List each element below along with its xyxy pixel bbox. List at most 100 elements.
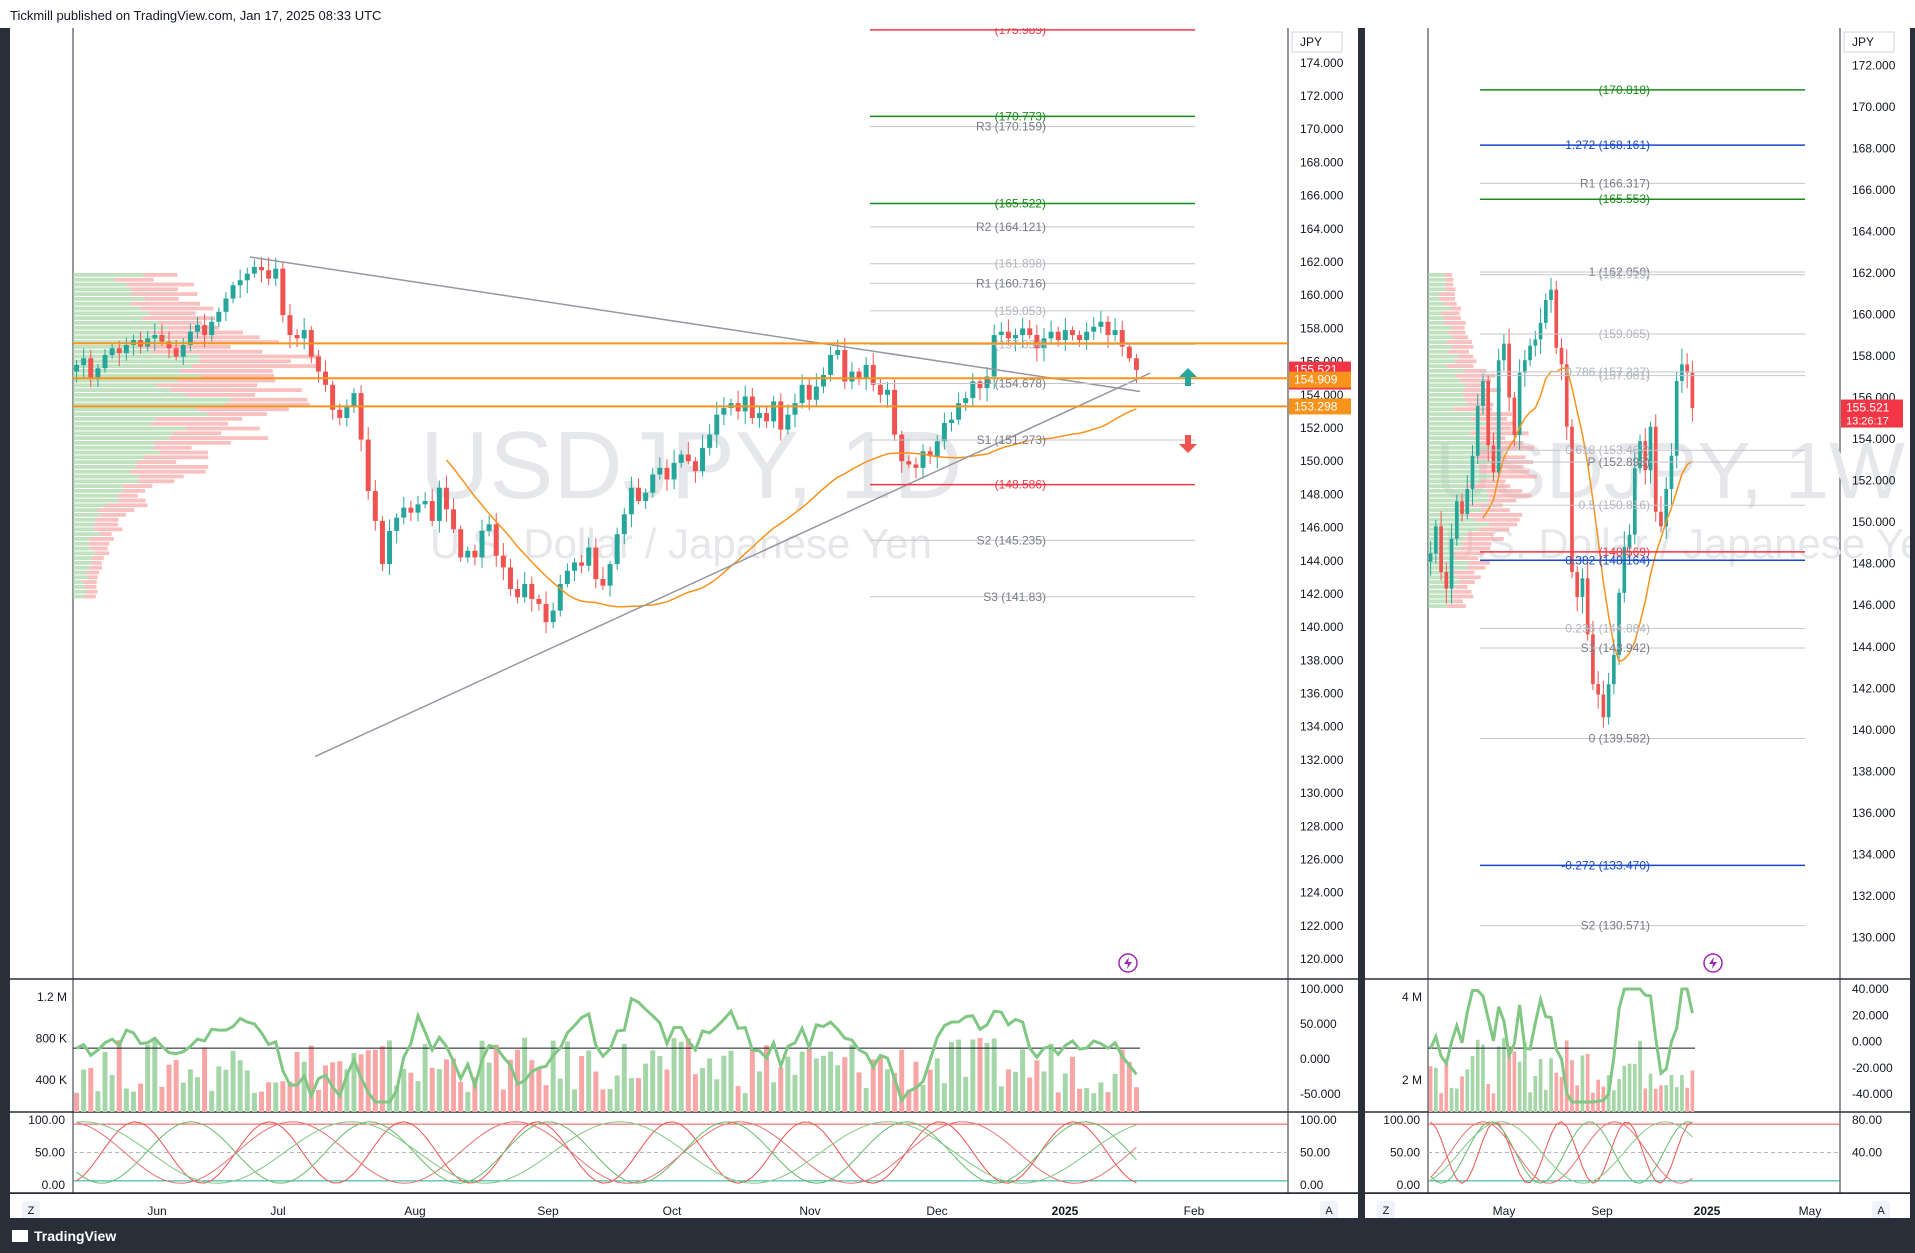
volume-profile-bar-down bbox=[1474, 517, 1520, 522]
candle-up bbox=[721, 408, 727, 415]
candle-up bbox=[557, 583, 563, 611]
volume-bar bbox=[1481, 1044, 1485, 1112]
volume-profile-bar-up bbox=[1428, 541, 1463, 546]
candle-up bbox=[550, 610, 556, 623]
volume-bar bbox=[194, 1077, 200, 1112]
panel-background bbox=[10, 28, 1358, 1218]
auto-scale-button[interactable] bbox=[1320, 1201, 1338, 1219]
volume-profile-bar-down bbox=[1443, 321, 1466, 325]
candle-down bbox=[458, 529, 464, 558]
candle-up bbox=[657, 467, 663, 475]
chart-svg-weekly[interactable]: USDJPY, 1WU.S. Dollar / Japanese Yen(170… bbox=[1365, 28, 1915, 1219]
volume-bar bbox=[1638, 1040, 1642, 1112]
volume-bar bbox=[387, 1040, 393, 1112]
stochastic-axis-label-left: 0.00 bbox=[42, 1178, 66, 1192]
volume-profile-bar-up bbox=[1428, 292, 1439, 296]
candle-up bbox=[1638, 441, 1642, 469]
candle-down bbox=[579, 562, 585, 566]
timezone-button[interactable] bbox=[1377, 1201, 1395, 1219]
candle-down bbox=[593, 547, 599, 580]
volume-profile-bar-up bbox=[73, 503, 105, 508]
timezone-button-label: Z bbox=[1383, 1205, 1390, 1217]
volume-profile-bar-down bbox=[1467, 402, 1494, 407]
price-axis-label: 124.000 bbox=[1300, 886, 1344, 900]
volume-profile-bar-down bbox=[1444, 273, 1453, 277]
volume-bar bbox=[493, 1044, 499, 1112]
volume-bar bbox=[372, 1049, 378, 1112]
lightning-icon[interactable] bbox=[1703, 953, 1723, 973]
candle-up bbox=[700, 447, 706, 472]
auto-scale-button[interactable] bbox=[1872, 1201, 1890, 1219]
price-axis-label: 170.000 bbox=[1852, 100, 1896, 114]
volume-bar bbox=[579, 1056, 585, 1112]
volume-profile-bar-up bbox=[1428, 465, 1479, 469]
volume-profile-bar-up bbox=[73, 469, 131, 474]
volume-profile-bar-up bbox=[73, 441, 155, 445]
volume-profile-bar-up bbox=[73, 306, 141, 311]
candle-down bbox=[266, 270, 272, 279]
volume-profile-bar-up bbox=[73, 297, 145, 301]
volume-profile-bar-down bbox=[1445, 287, 1456, 292]
volume-bar bbox=[813, 1058, 819, 1112]
volume-bar bbox=[963, 1076, 969, 1112]
volume-bar bbox=[223, 1069, 229, 1112]
price-axis-label: 140.000 bbox=[1852, 723, 1896, 737]
price-axis-label: 144.000 bbox=[1852, 640, 1896, 654]
lightning-icon[interactable] bbox=[1118, 953, 1138, 973]
currency-box[interactable] bbox=[1843, 31, 1895, 53]
tradingview-logo[interactable]: TradingView bbox=[12, 1228, 116, 1244]
stochastic-line bbox=[1430, 1121, 1693, 1184]
candle-up bbox=[1091, 326, 1097, 332]
candle-down bbox=[1491, 445, 1496, 473]
chart-svg-daily[interactable]: USDJPY, 1DU.S. Dollar / Japanese Yen (175… bbox=[10, 23, 1358, 1219]
chart-panel-weekly[interactable]: USDJPY, 1W U.S. Dollar / Japanese Yen (170… bbox=[1365, 28, 1915, 1219]
candle-up bbox=[849, 371, 855, 382]
level-label: 0.618 (153.467) bbox=[1565, 443, 1650, 457]
candle-down bbox=[1444, 572, 1449, 589]
volume-bar bbox=[145, 1044, 151, 1112]
candle-up bbox=[1664, 488, 1669, 527]
volume-bar bbox=[1027, 1077, 1033, 1112]
volume-profile-bar-down bbox=[157, 383, 258, 388]
volume-profile-bar-down bbox=[1453, 407, 1493, 412]
volume-bar bbox=[884, 1069, 890, 1112]
price-axis-label: 174.000 bbox=[1300, 56, 1344, 70]
volume-profile-bar-up bbox=[1428, 407, 1454, 412]
volume-profile-bar-down bbox=[1463, 393, 1489, 397]
stochastic-axis-label-right: 40.00 bbox=[1852, 1146, 1882, 1160]
volume-profile-bar-down bbox=[1475, 412, 1512, 416]
trend-line bbox=[314, 372, 1151, 758]
candle-down bbox=[543, 603, 549, 623]
chart-panel-daily[interactable]: USDJPY, 1D U.S. Dollar / Japanese Yen (175… bbox=[10, 23, 1358, 1219]
volume-profile-bar-up bbox=[73, 561, 93, 565]
volume-profile-bar-up bbox=[1428, 378, 1461, 383]
volume-profile-bar-down bbox=[199, 359, 291, 364]
volume-bar bbox=[109, 1075, 115, 1112]
candle-down bbox=[1077, 335, 1083, 341]
price-axis-label: 122.000 bbox=[1300, 919, 1344, 933]
candle-up bbox=[756, 413, 762, 419]
volume-profile-bar-down bbox=[97, 508, 135, 512]
volume-bar bbox=[1005, 1069, 1011, 1112]
price-tag-value: 154.909 bbox=[1294, 373, 1338, 387]
volume-profile-bar-down bbox=[1480, 469, 1530, 474]
volume-profile-bar-up bbox=[1428, 546, 1460, 551]
candle-down bbox=[1591, 634, 1595, 685]
currency-box[interactable] bbox=[1291, 31, 1343, 53]
oscillator-axis-label: 50.000 bbox=[1300, 1017, 1337, 1031]
volume-bar bbox=[1523, 1042, 1527, 1112]
candle-up bbox=[1627, 534, 1632, 548]
candle-down bbox=[443, 487, 449, 510]
volume-profile-bar-down bbox=[1450, 570, 1475, 575]
candle-down bbox=[927, 451, 933, 457]
volume-profile-bar-down bbox=[95, 551, 110, 556]
volume-bar bbox=[998, 1086, 1004, 1112]
stochastic-axis-label-left: 50.00 bbox=[1390, 1146, 1420, 1160]
timezone-button[interactable] bbox=[22, 1201, 40, 1219]
volume-profile-bar-down bbox=[179, 369, 273, 373]
volume-bar bbox=[1460, 1076, 1464, 1112]
time-axis-label: 2025 bbox=[1052, 1204, 1079, 1218]
volume-profile-bar-up bbox=[73, 311, 149, 316]
volume-profile-bar-down bbox=[1452, 335, 1469, 340]
volume-profile-bar-down bbox=[88, 541, 110, 546]
